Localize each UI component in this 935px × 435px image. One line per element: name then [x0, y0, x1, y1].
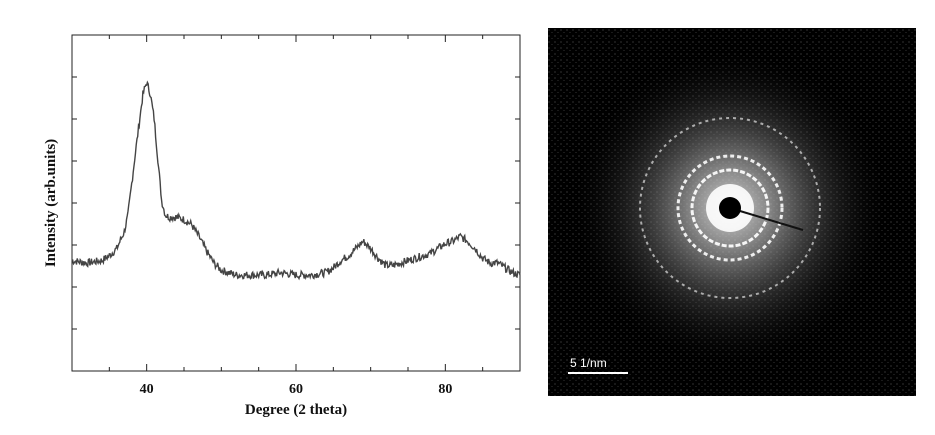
x-axis-label: Degree (2 theta) — [245, 402, 347, 418]
x-tick-label: 60 — [289, 382, 303, 397]
xrd-pattern-line — [71, 80, 521, 281]
beam-stop — [719, 197, 741, 219]
x-tick-label: 40 — [140, 382, 154, 397]
diffraction-ring-inner — [690, 168, 770, 248]
x-tick-label: 80 — [438, 382, 452, 397]
scale-bar-label: 5 1/nm — [570, 356, 607, 370]
scale-bar — [568, 372, 628, 374]
diffraction-ring-middle — [676, 154, 784, 262]
y-axis-label: Intensity (arb.units) — [43, 139, 59, 267]
plot-frame — [71, 34, 521, 372]
y-ticks — [72, 76, 520, 330]
x-ticks: 40 60 80 — [71, 35, 521, 397]
saed-pattern-image: 5 1/nm — [548, 28, 916, 396]
xrd-chart: 40 60 80 Degree (2 theta) Intensity (arb.u… — [43, 34, 521, 418]
diffraction-ring-outer — [639, 117, 821, 299]
beam-stop-arm — [729, 207, 804, 231]
saed-pattern — [548, 28, 916, 396]
